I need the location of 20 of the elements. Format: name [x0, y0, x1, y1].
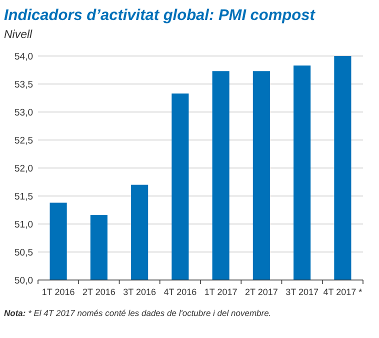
- chart-title: Indicadors d’activitat global: PMI compost: [4, 7, 316, 24]
- y-tick-label: 52,0: [14, 163, 33, 174]
- text: Nota: * El 4T 2017 només conté les dades de l'octubre i del novembre.: [4, 308, 272, 318]
- y-tick-label: 53,5: [14, 79, 33, 90]
- y-tick-label: 54,0: [14, 51, 33, 62]
- y-tick-label: 51,5: [14, 191, 33, 202]
- x-tick-label: 4T 2017 *: [323, 287, 363, 297]
- x-tick-label: 2T 2016: [82, 287, 116, 297]
- x-tick-label: 3T 2017: [286, 287, 318, 297]
- x-tick-label: 1T 2016: [42, 287, 75, 297]
- y-tick-label: 52,5: [14, 135, 33, 146]
- x-tick-label: 4T 2016: [164, 287, 197, 297]
- x-tick-label: 2T 2017: [245, 287, 278, 297]
- x-tick-label: 1T 2017: [204, 287, 238, 297]
- y-axis-title: Nivell: [4, 29, 33, 41]
- y-tick-label: 53,0: [14, 107, 33, 118]
- y-tick-label: 50,0: [14, 275, 33, 286]
- y-tick-label: 50,5: [14, 247, 33, 258]
- x-tick-label: 3T 2016: [123, 287, 156, 297]
- y-tick-label: 51,0: [14, 219, 33, 230]
